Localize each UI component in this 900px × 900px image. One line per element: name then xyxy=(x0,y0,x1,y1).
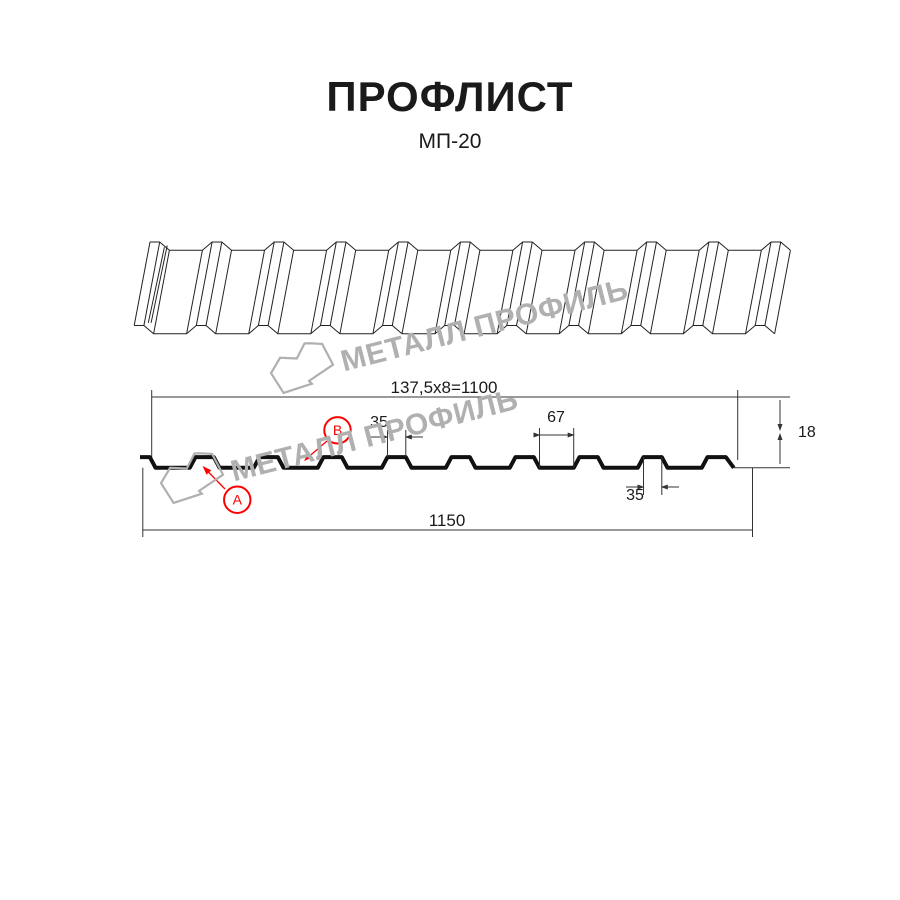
svg-text:1150: 1150 xyxy=(429,511,466,530)
svg-text:35: 35 xyxy=(626,487,644,504)
svg-text:18: 18 xyxy=(798,424,816,441)
svg-text:67: 67 xyxy=(547,409,565,426)
